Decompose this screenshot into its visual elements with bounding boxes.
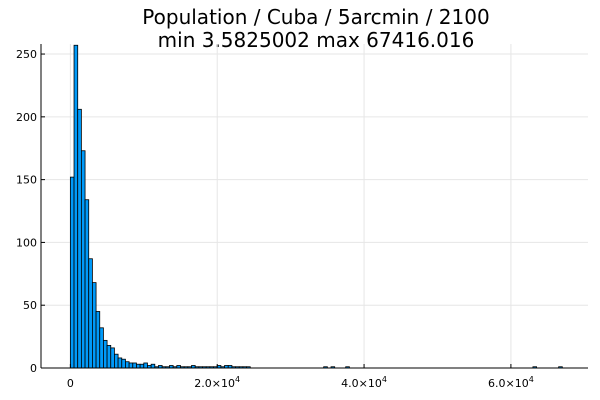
histogram-bar [99, 327, 104, 369]
chart-subtitle: min 3.5825002 max 67416.016 [158, 28, 475, 52]
histogram-bar [143, 362, 148, 369]
y-tick-label: 250 [16, 48, 37, 61]
y-tick-label: 50 [23, 299, 37, 312]
histogram-bar [110, 347, 115, 369]
x-tick-label: 2.0×104 [194, 375, 240, 390]
histogram-bars [69, 44, 563, 369]
histogram-bar [91, 282, 97, 369]
histogram-bar [117, 357, 123, 369]
x-tick-exponent: 4 [382, 375, 387, 384]
histogram-bar [95, 311, 101, 369]
histogram-bar [139, 363, 145, 369]
y-tick-label: 100 [16, 236, 37, 249]
histogram-bar [136, 363, 141, 369]
x-tick-exponent: 4 [235, 375, 240, 384]
histogram-bar [69, 176, 75, 369]
x-tick-label: 0 [67, 377, 74, 390]
histogram-bar [103, 339, 108, 369]
x-tick-label: 4.0×104 [341, 375, 387, 390]
histogram-bar [84, 199, 90, 369]
x-axis-ticks: 0 2.0×104 4.0×104 6.0×104 [67, 364, 534, 390]
histogram-bar [132, 362, 137, 369]
histogram-bar [128, 362, 134, 369]
histogram-bar [77, 108, 82, 369]
y-axis-ticks: 0 50 100 150 200 250 [16, 48, 45, 375]
histogram-bar [114, 353, 119, 369]
chart-title: Population / Cuba / 5arcmin / 2100 [142, 5, 489, 29]
y-tick-label: 150 [16, 174, 37, 187]
axes [40, 44, 588, 369]
histogram-bar [125, 361, 130, 369]
grid-lines [41, 44, 588, 369]
histogram-bar [106, 344, 112, 369]
x-tick-label: 6.0×104 [488, 375, 534, 390]
x-tick-exponent: 4 [529, 375, 534, 384]
histogram-bar [121, 358, 126, 369]
y-tick-label: 200 [16, 111, 37, 124]
histogram-bar [73, 44, 79, 369]
histogram-bar [88, 258, 93, 369]
histogram-bar [80, 150, 86, 369]
y-tick-label: 0 [30, 362, 37, 375]
histogram-bar [150, 363, 156, 369]
